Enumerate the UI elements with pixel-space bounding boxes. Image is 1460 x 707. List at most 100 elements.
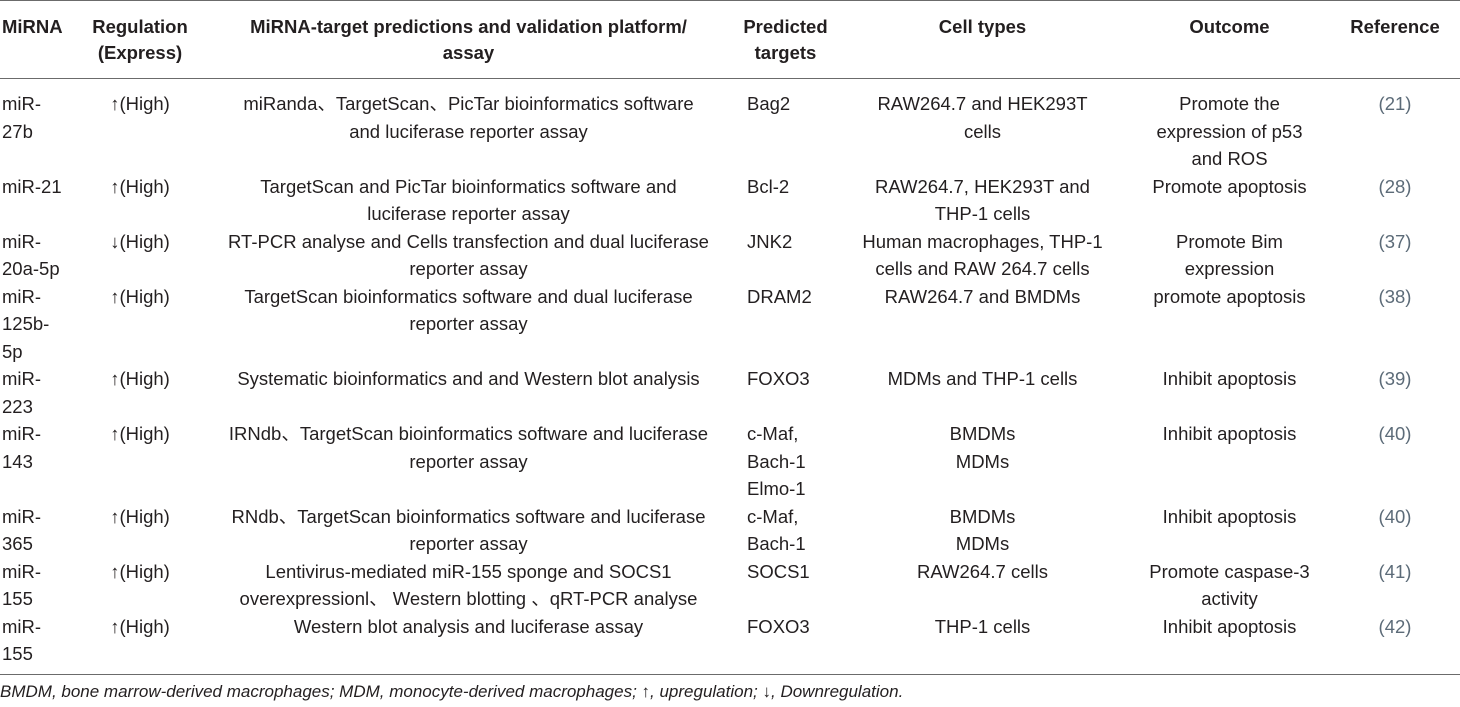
cell-mirna-line: miR-21 <box>2 175 62 197</box>
table-row: miR-21 ↑(High) TargetScan and PicTar bioin… <box>0 173 1460 228</box>
cell-cell-types: MDMs and THP-1 cells <box>836 365 1129 420</box>
cell-cell-types-line: MDMs <box>955 533 1010 554</box>
cell-mirna-line: 365 <box>2 533 33 554</box>
cell-outcome: Inhibit apoptosis <box>1129 503 1330 558</box>
cell-regulation: ↑(High) <box>110 560 170 582</box>
cell-reference: (40) <box>1378 423 1412 444</box>
cell-platform-line: RNdb、TargetScan bioinformatics software … <box>231 505 706 527</box>
header-line: MiRNA-target predictions and validation … <box>250 16 687 37</box>
cell-cell-types-line: RAW264.7, HEK293T and <box>875 175 1090 197</box>
cell-mirna-line: miR- <box>2 368 42 389</box>
cell-mirna: miR- 155 <box>0 613 78 675</box>
mirna-table-container: MiRNA Regulation (Express) MiRNA-target pre… <box>0 0 1460 675</box>
cell-targets-line: DRAM2 <box>747 285 812 307</box>
cell-regulation: ↓(High) <box>110 230 170 252</box>
cell-cell-types-line: BMDMs <box>949 505 1016 527</box>
cell-outcome-line: and ROS <box>1191 148 1268 169</box>
header-line: MiRNA <box>2 16 63 37</box>
cell-cell-types-line: RAW264.7 and HEK293T <box>877 93 1088 114</box>
cell-targets-line: c-Maf, <box>747 505 799 527</box>
cell-cell-types-line: RAW264.7 cells <box>917 560 1048 582</box>
header-line: Cell types <box>938 16 1027 37</box>
cell-outcome-line: Inhibit apoptosis <box>1162 505 1297 527</box>
header-outcome: Outcome <box>1129 1 1330 79</box>
cell-targets: FOXO3 <box>735 365 836 420</box>
cell-platform: IRNdb、TargetScan bioinformatics software… <box>202 420 735 503</box>
table-header: MiRNA Regulation (Express) MiRNA-target pre… <box>0 0 1460 79</box>
cell-outcome-line: promote apoptosis <box>1153 285 1306 307</box>
cell-mirna-line: 143 <box>2 450 33 472</box>
cell-platform: Lentivirus-mediated miR-155 sponge and S… <box>202 558 735 613</box>
cell-mirna-line: 20a-5p <box>2 258 60 279</box>
header-line: Predicted <box>743 16 828 37</box>
mirna-table: MiRNA Regulation (Express) MiRNA-target pre… <box>0 0 1460 675</box>
cell-outcome-line: expression <box>1184 258 1275 279</box>
cell-targets-line: Bach-1 <box>747 533 806 554</box>
table-row: miR- 223 ↑(High) Systematic bioinformatics … <box>0 365 1460 420</box>
cell-mirna-line: miR- <box>2 423 42 444</box>
header-line: Outcome <box>1189 16 1270 37</box>
cell-cell-types: Human macrophages, THP-1 cells and RAW 26… <box>836 228 1129 283</box>
cell-mirna-line: 223 <box>2 395 33 417</box>
cell-targets: c-Maf, Bach-1 <box>735 503 836 558</box>
table-row: miR- 143 ↑(High) IRNdb、TargetScan bioinform… <box>0 420 1460 503</box>
cell-outcome-line: Inhibit apoptosis <box>1162 423 1297 444</box>
cell-platform: miRanda、TargetScan、PicTar bioinformatics… <box>202 79 735 173</box>
cell-cell-types-line: RAW264.7 and BMDMs <box>884 285 1081 307</box>
cell-mirna-line: 155 <box>2 643 33 664</box>
header-row: MiRNA Regulation (Express) MiRNA-target pre… <box>0 0 1460 79</box>
cell-platform: TargetScan bioinformatics software and d… <box>202 283 735 366</box>
cell-cell-types: BMDMs MDMs <box>836 420 1129 503</box>
cell-regulation: ↑(High) <box>110 285 170 307</box>
table-row: miR- 155 ↑(High) Western blot analysis and … <box>0 613 1460 675</box>
cell-platform-line: Systematic bioinformatics and and Wester… <box>237 368 700 389</box>
cell-mirna-line: 155 <box>2 588 33 609</box>
cell-cell-types-line: MDMs and THP-1 cells <box>887 368 1078 389</box>
cell-targets: DRAM2 <box>735 283 836 366</box>
cell-cell-types-line: THP-1 cells <box>934 203 1031 224</box>
cell-mirna: miR- 155 <box>0 558 78 613</box>
cell-platform-line: TargetScan bioinformatics software and d… <box>244 285 693 307</box>
cell-reference: (38) <box>1378 285 1412 307</box>
header-platform: MiRNA-target predictions and validation … <box>202 1 735 79</box>
cell-cell-types: THP-1 cells <box>836 613 1129 675</box>
table-row: miR- 125b- 5p ↑(High) TargetScan bioinformat… <box>0 283 1460 366</box>
cell-mirna-line: 125b- <box>2 313 50 334</box>
cell-reference: (37) <box>1378 230 1412 252</box>
header-reference: Reference <box>1330 1 1460 79</box>
cell-cell-types-line: BMDMs <box>949 423 1016 444</box>
cell-platform: RT-PCR analyse and Cells transfection an… <box>202 228 735 283</box>
table-row: miR- 27b ↑(High) miRanda、TargetScan、PicTar … <box>0 79 1460 173</box>
cell-mirna-line: miR- <box>2 560 42 582</box>
cell-outcome-line: Promote Bim <box>1176 230 1283 252</box>
cell-platform-line: reporter assay <box>409 533 528 554</box>
cell-reference: (28) <box>1378 175 1412 197</box>
header-line: targets <box>754 42 817 63</box>
cell-platform-line: Western blot analysis and luciferase ass… <box>293 615 644 637</box>
cell-reference: (40) <box>1378 505 1412 527</box>
cell-targets: c-Maf, Bach-1 Elmo-1 <box>735 420 836 503</box>
cell-reference: (42) <box>1378 615 1412 637</box>
cell-cell-types: RAW264.7 and HEK293T cells <box>836 79 1129 173</box>
cell-outcome-line: Promote apoptosis <box>1152 175 1307 197</box>
cell-cell-types: RAW264.7 and BMDMs <box>836 283 1129 366</box>
table-footnote: BMDM, bone marrow-derived macrophages; M… <box>0 682 904 701</box>
cell-cell-types-line: cells <box>963 120 1001 142</box>
cell-cell-types: BMDMs MDMs <box>836 503 1129 558</box>
cell-targets-line: Bcl-2 <box>747 175 790 197</box>
cell-mirna: miR- 20a-5p <box>0 228 78 283</box>
cell-outcome-line: Inhibit apoptosis <box>1162 615 1297 637</box>
cell-mirna: miR- 143 <box>0 420 78 503</box>
cell-outcome: promote apoptosis <box>1129 283 1330 366</box>
table-row: miR- 365 ↑(High) RNdb、TargetScan bioinforma… <box>0 503 1460 558</box>
cell-targets-line: SOCS1 <box>747 560 810 582</box>
cell-mirna: miR- 27b <box>0 79 78 173</box>
cell-regulation: ↑(High) <box>110 615 170 637</box>
cell-outcome: Promote caspase-3 activity <box>1129 558 1330 613</box>
cell-cell-types-line: cells and RAW 264.7 cells <box>875 258 1090 279</box>
cell-regulation: ↑(High) <box>110 93 170 114</box>
cell-outcome: Promote the expression of p53 and ROS <box>1129 79 1330 173</box>
cell-platform: TargetScan and PicTar bioinformatics sof… <box>202 173 735 228</box>
cell-platform-line: IRNdb、TargetScan bioinformatics software… <box>228 423 709 444</box>
cell-targets-line: FOXO3 <box>747 615 810 637</box>
